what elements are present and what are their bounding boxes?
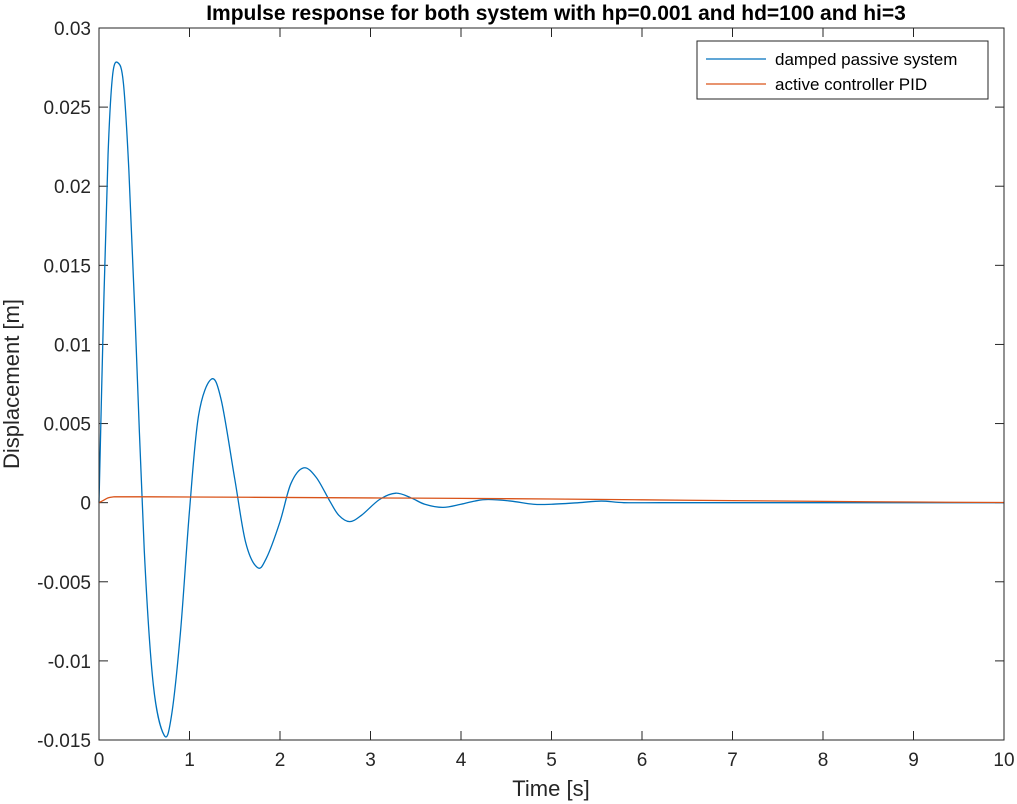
x-tick-label: 9 bbox=[908, 750, 919, 771]
y-tick-label: 0.02 bbox=[54, 177, 91, 198]
x-tick-label: 6 bbox=[637, 750, 648, 771]
y-tick-label: 0.03 bbox=[54, 19, 91, 40]
axis-ticks: 0 1 2 3 4 5 6 7 8 9 10 -0.015 -0.01 -0.005 0 0.005 0.01 0… bbox=[37, 19, 1014, 771]
x-tick-label: 2 bbox=[275, 750, 286, 771]
x-tick-label: 7 bbox=[727, 750, 738, 771]
y-tick-label: 0.01 bbox=[54, 335, 91, 356]
x-tick-label: 10 bbox=[993, 750, 1014, 771]
y-tick-label: -0.015 bbox=[37, 731, 91, 752]
legend: damped passive system active controller … bbox=[696, 40, 989, 100]
x-tick-label: 1 bbox=[184, 750, 195, 771]
plot-area bbox=[99, 28, 1004, 740]
series-line-damped-passive-system bbox=[98, 61, 1004, 738]
y-tick-label: 0.015 bbox=[43, 256, 91, 277]
x-axis-label: Time [s] bbox=[512, 776, 589, 801]
legend-box bbox=[696, 40, 989, 100]
plot-box bbox=[98, 27, 1005, 741]
legend-label-active-controller-pid: active controller PID bbox=[775, 75, 927, 94]
y-tick-label: 0 bbox=[80, 494, 91, 515]
x-tick-label: 8 bbox=[818, 750, 829, 771]
chart-title: Impulse response for both system with hp… bbox=[206, 2, 906, 25]
legend-label-damped-passive-system: damped passive system bbox=[775, 50, 957, 69]
y-tick-label: 0.025 bbox=[43, 98, 91, 119]
x-tick-label: 0 bbox=[94, 750, 105, 771]
x-tick-label: 4 bbox=[456, 750, 467, 771]
x-tick-label: 5 bbox=[546, 750, 557, 771]
y-tick-label: -0.005 bbox=[37, 573, 91, 594]
series-line-active-controller-pid bbox=[98, 496, 1005, 504]
y-tick-label: 0.005 bbox=[43, 415, 91, 436]
y-tick-label: -0.01 bbox=[48, 652, 91, 673]
x-tick-label: 3 bbox=[365, 750, 376, 771]
series-layer bbox=[98, 61, 1005, 738]
y-axis-label: Displacement [m] bbox=[0, 299, 24, 469]
